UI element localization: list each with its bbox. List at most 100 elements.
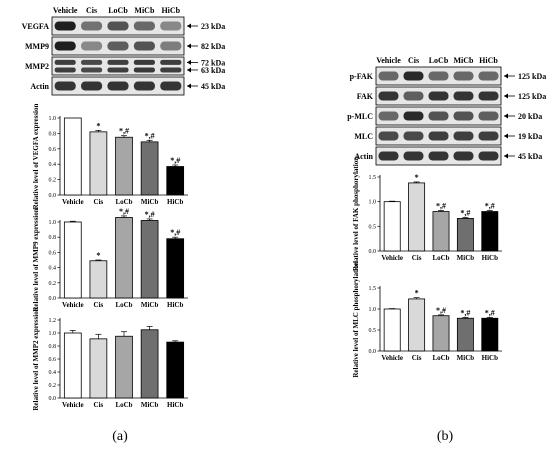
protein-band (133, 67, 155, 73)
protein-band (378, 91, 399, 101)
arrow-head (187, 59, 191, 65)
protein-label: p-FAK (350, 72, 374, 81)
arrow-head (504, 73, 508, 79)
y-tick-label: 0.0 (49, 296, 57, 302)
protein-band (428, 131, 449, 141)
protein-label: MMP9 (25, 42, 49, 51)
lane-header: HiCb (479, 56, 498, 65)
protein-band (453, 91, 474, 101)
lane-header: Cis (86, 6, 97, 15)
bar-chart-4: 0.0 0.5 1.0 1.5 Relative level of FAK phosph… (352, 157, 502, 271)
protein-band (81, 81, 103, 91)
molecular-weight-label: 125 kDa (518, 72, 546, 81)
molecular-weight-label: 20 kDa (518, 112, 542, 121)
protein-band (133, 59, 155, 65)
significance-mark: * (415, 173, 419, 182)
bar (166, 238, 185, 299)
protein-label: Actin (30, 82, 49, 91)
category-label: MiCb (141, 401, 159, 409)
arrow-head (187, 43, 191, 49)
bar (89, 260, 108, 299)
category-label: LoCb (115, 401, 132, 409)
bar (481, 317, 499, 352)
western-blot-panel-a: Vehicle Cis LoCb MiCb HiCb VEGFA 23 kDa MMP9 82 … (22, 6, 225, 96)
y-axis-label: Relative level of MLC phosphorylation (352, 261, 360, 377)
bar (481, 211, 499, 252)
category-label: Cis (94, 198, 104, 206)
y-tick-label: 1.5 (369, 286, 377, 292)
y-tick-label: 0.2 (49, 281, 57, 287)
category-label: MiCb (457, 254, 475, 262)
y-axis-label: Relative level of VEGFA expression (32, 104, 40, 210)
protein-band (378, 111, 399, 121)
protein-label: MLC (354, 132, 373, 141)
category-label: HiCb (482, 254, 498, 262)
protein-band (453, 111, 474, 121)
arrow-head (504, 133, 508, 139)
protein-band (378, 71, 399, 81)
arrow-head (504, 113, 508, 119)
y-tick-label: 0.0 (49, 396, 57, 402)
bar (115, 217, 133, 299)
lane-header: LoCb (429, 56, 449, 65)
significance-mark: *,# (145, 210, 155, 219)
significance-mark: *,# (119, 207, 129, 216)
y-tick-label: 1.2 (49, 318, 57, 324)
protein-band (160, 81, 182, 91)
y-axis-label: Relative level of FAK phosphorylation (352, 157, 360, 271)
protein-label: VEGFA (22, 22, 50, 31)
bar (63, 221, 82, 299)
y-tick-label: 1.0 (49, 220, 57, 226)
lane-header: LoCb (108, 6, 128, 15)
y-tick-label: 0.2 (49, 383, 57, 389)
bar-chart-5: 0.0 0.5 1.0 1.5 Relative level of MLC phosph… (352, 261, 502, 378)
y-tick-label: 1.0 (369, 307, 377, 313)
category-label: Vehicle (381, 354, 403, 362)
category-label: Cis (94, 401, 104, 409)
lane-header: Cis (408, 56, 419, 65)
protein-band (133, 81, 155, 91)
bar-chart-2: 0.0 0.2 0.4 0.6 0.8 1.0 Relative level of MMP9… (32, 207, 188, 312)
protein-band (478, 71, 499, 81)
protein-band (160, 59, 182, 65)
molecular-weight-label: 45 kDa (518, 152, 542, 161)
significance-mark: * (415, 289, 419, 298)
bar (140, 141, 159, 196)
category-label: LoCb (432, 354, 449, 362)
bar (166, 166, 185, 196)
significance-mark: *,# (145, 131, 155, 140)
y-tick-label: 0.8 (49, 131, 57, 137)
protein-band (478, 131, 499, 141)
protein-band (453, 131, 474, 141)
y-tick-label: 0.5 (369, 328, 377, 334)
molecular-weight-label: 45 kDa (201, 82, 225, 91)
lane-header: MiCb (134, 6, 155, 15)
category-label: LoCb (432, 254, 449, 262)
significance-mark: *,# (436, 202, 446, 211)
protein-band (478, 91, 499, 101)
y-tick-label: 0.8 (49, 344, 57, 350)
protein-band (453, 151, 474, 161)
molecular-weight-label: 19 kDa (518, 132, 542, 141)
bar (456, 317, 474, 352)
protein-band (54, 67, 76, 73)
protein-band (403, 151, 424, 161)
protein-band (107, 67, 129, 73)
y-tick-label: 1.0 (369, 200, 377, 206)
protein-band (160, 67, 182, 73)
y-tick-label: 0.4 (49, 162, 57, 168)
y-tick-label: 1.5 (369, 175, 377, 181)
protein-band (54, 41, 76, 51)
y-tick-label: 1.0 (49, 116, 57, 122)
category-label: MiCb (457, 354, 475, 362)
protein-band (428, 151, 449, 161)
panel-label-b: (b) (437, 429, 454, 444)
significance-mark: *,# (436, 306, 446, 315)
category-label: Vehicle (62, 198, 84, 206)
significance-mark: * (96, 121, 100, 130)
significance-mark: *,# (460, 308, 470, 317)
arrow-head (187, 83, 191, 89)
protein-label: FAK (357, 92, 374, 101)
protein-label: p-MLC (347, 112, 373, 121)
